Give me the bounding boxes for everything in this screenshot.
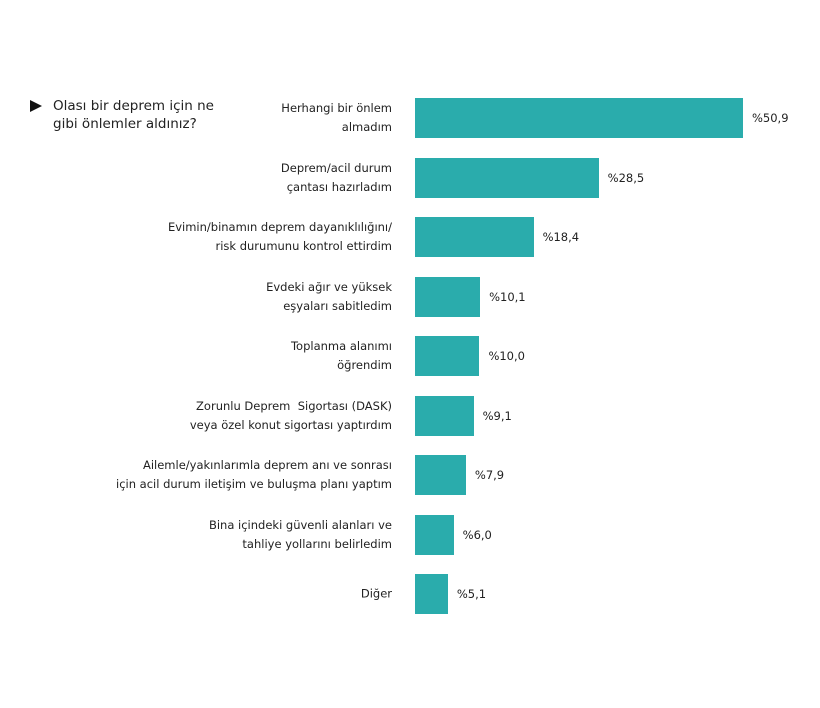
value-label: %6,0	[462, 527, 492, 542]
category-label: Ailemle/yakınlarımla deprem anı ve sonra…	[116, 458, 392, 491]
bar	[415, 514, 454, 555]
category-label: Herhangi bir önlem almadım	[281, 101, 392, 134]
category-label: Bina içindeki güvenli alanları ve tahliy…	[208, 517, 392, 551]
chart-title: Olası bir deprem için ne gibi önlemler a…	[53, 98, 214, 132]
value-label: %50,9	[752, 111, 789, 125]
value-label: %28,5	[607, 170, 645, 185]
category-label: Evdeki ağır ve yüksek eşyaları sabitledi…	[266, 279, 392, 313]
bar	[415, 455, 466, 495]
bar	[415, 157, 599, 198]
value-label: %9,1	[482, 408, 512, 423]
value-label: %18,4	[542, 230, 580, 244]
bar	[415, 276, 481, 317]
value-label: %10,0	[488, 349, 525, 363]
value-label: %10,1	[489, 289, 526, 304]
bar	[415, 395, 474, 436]
title-marker	[30, 100, 42, 112]
category-label: Toplanma alanımı öğrendim	[290, 339, 392, 372]
bar	[415, 217, 534, 257]
value-label: %5,1	[456, 587, 487, 601]
category-label: Diğer	[360, 586, 392, 601]
value-label: %7,9	[474, 468, 505, 482]
bar	[415, 98, 743, 138]
bar	[415, 574, 448, 614]
category-label: Deprem/acil durum çantası hazırladım	[280, 160, 392, 194]
category-label: Evimin/binamın deprem dayanıklılığını/ r…	[167, 220, 392, 253]
category-label: Zorunlu Deprem Sigortası (DASK) veya öze…	[189, 398, 392, 432]
bar	[415, 336, 480, 376]
